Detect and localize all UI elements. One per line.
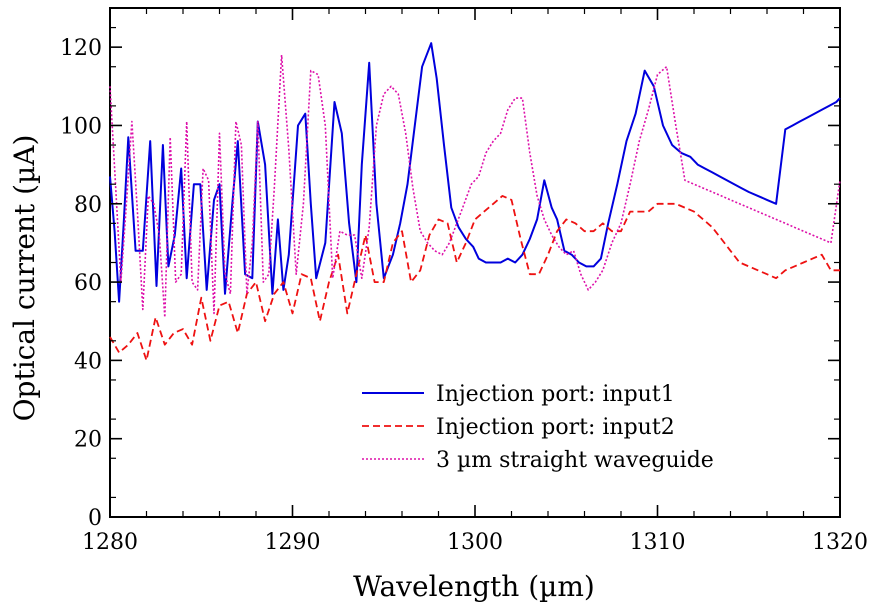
x-tick-label: 1310 bbox=[630, 530, 686, 555]
legend-label-3: 3 µm straight waveguide bbox=[436, 448, 714, 473]
series-layer bbox=[109, 42, 841, 362]
y-tick-label: 80 bbox=[74, 193, 102, 218]
legend: Injection port: input1 Injection port: in… bbox=[362, 382, 714, 473]
ticks-layer: 1280 1290 1300 1310 1320 0 20 40 60 80 100 120 bbox=[60, 8, 868, 555]
y-axis-title: Optical current (µA) bbox=[8, 135, 41, 422]
axes-box bbox=[109, 7, 841, 518]
y-tick-label: 0 bbox=[88, 506, 102, 531]
x-tick-label: 1300 bbox=[447, 530, 503, 555]
y-tick-label: 40 bbox=[74, 349, 102, 374]
series-line-2 bbox=[109, 194, 840, 362]
y-tick-label: 120 bbox=[60, 36, 102, 61]
legend-label-1: Injection port: input1 bbox=[436, 382, 675, 407]
y-tick-label: 20 bbox=[74, 428, 102, 453]
x-axis-title: Wavelength (µm) bbox=[353, 570, 595, 603]
x-tick-label: 1280 bbox=[82, 530, 138, 555]
y-tick-label: 100 bbox=[60, 114, 102, 139]
series-line-1 bbox=[109, 42, 841, 303]
x-tick-label: 1320 bbox=[812, 530, 868, 555]
legend-label-2: Injection port: input2 bbox=[436, 415, 675, 440]
x-tick-label: 1290 bbox=[265, 530, 321, 555]
y-tick-label: 60 bbox=[74, 271, 102, 296]
plot-frame bbox=[109, 7, 841, 518]
